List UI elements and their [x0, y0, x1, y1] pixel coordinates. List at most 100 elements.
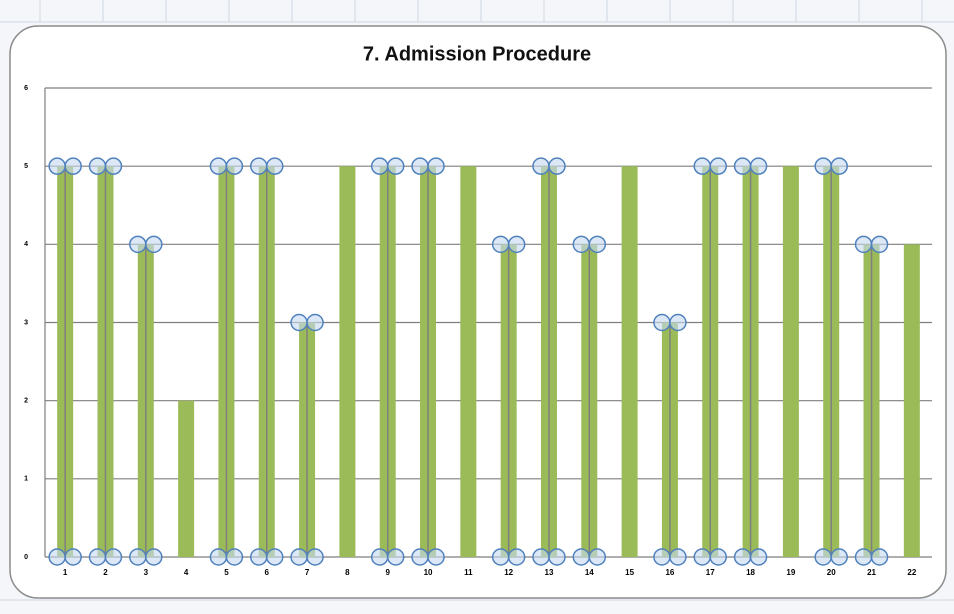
marker	[64, 157, 82, 175]
marker	[306, 313, 324, 332]
marker	[104, 157, 123, 175]
y-tick-label: 5	[24, 163, 28, 170]
marker	[225, 548, 244, 566]
marker	[266, 157, 284, 175]
marker	[88, 548, 107, 566]
x-tick-label: 12	[504, 568, 513, 577]
y-tick-label: 0	[24, 554, 28, 561]
marker	[129, 235, 147, 254]
x-tick-label: 14	[585, 568, 594, 577]
chart-title: 7. Admission Procedure	[363, 43, 591, 65]
x-tick-label: 15	[625, 568, 634, 577]
marker	[427, 548, 445, 566]
x-tick-label: 16	[665, 568, 674, 577]
marker	[290, 313, 308, 332]
marker	[411, 548, 429, 566]
x-tick-label: 22	[907, 568, 916, 577]
y-tick-label: 4	[24, 241, 28, 248]
marker	[548, 548, 566, 566]
bar	[621, 166, 638, 557]
x-tick-label: 8	[345, 568, 350, 577]
marker	[145, 548, 163, 566]
y-tick-label: 2	[24, 398, 28, 405]
x-tick-label: 2	[103, 568, 108, 577]
marker	[104, 548, 123, 566]
x-tick-label: 17	[706, 568, 715, 577]
marker	[507, 235, 526, 254]
marker	[427, 157, 445, 175]
marker	[814, 548, 832, 566]
marker	[854, 235, 873, 254]
y-tick-label: 6	[24, 85, 28, 92]
marker	[548, 157, 566, 175]
bar	[782, 166, 799, 557]
marker	[88, 157, 107, 175]
marker	[749, 157, 768, 175]
y-tick-label: 1	[24, 476, 28, 483]
marker	[370, 548, 389, 566]
x-tick-label: 4	[184, 568, 189, 577]
marker	[733, 548, 752, 566]
marker	[266, 548, 284, 566]
marker	[411, 157, 429, 175]
marker	[733, 157, 752, 175]
marker	[572, 235, 591, 254]
x-tick-label: 18	[746, 568, 755, 577]
x-tick-label: 21	[867, 568, 876, 577]
marker	[386, 548, 405, 566]
marker	[64, 548, 82, 566]
bar	[178, 400, 195, 557]
marker	[814, 157, 832, 175]
x-tick-label: 13	[545, 568, 554, 577]
x-tick-label: 9	[385, 568, 390, 577]
marker	[250, 157, 268, 175]
x-tick-label: 5	[224, 568, 229, 577]
x-tick-label: 10	[424, 568, 433, 577]
marker	[532, 157, 550, 175]
marker	[693, 157, 711, 175]
marker	[250, 548, 268, 566]
x-tick-label: 11	[464, 568, 473, 577]
marker	[386, 157, 405, 175]
marker	[669, 548, 687, 566]
marker	[588, 548, 607, 566]
marker	[588, 235, 607, 254]
marker	[491, 235, 510, 254]
marker	[225, 157, 244, 175]
marker	[145, 235, 163, 254]
marker	[370, 157, 389, 175]
marker	[507, 548, 526, 566]
marker	[854, 548, 873, 566]
x-tick-label: 1	[63, 568, 68, 577]
marker	[129, 548, 147, 566]
x-tick-label: 6	[265, 568, 270, 577]
sheet-grid	[0, 0, 954, 601]
bar	[903, 244, 920, 558]
marker	[572, 548, 591, 566]
marker	[306, 548, 324, 566]
x-tick-label: 7	[305, 568, 310, 577]
x-tick-label: 3	[144, 568, 149, 577]
marker	[653, 313, 671, 332]
marker	[709, 157, 727, 175]
marker	[290, 548, 308, 566]
x-tick-label: 19	[786, 568, 795, 577]
marker	[830, 157, 848, 175]
marker	[209, 157, 228, 175]
marker	[749, 548, 768, 566]
marker	[870, 235, 889, 254]
bar	[339, 166, 356, 557]
marker	[693, 548, 711, 566]
marker	[532, 548, 550, 566]
x-tick-label: 20	[827, 568, 836, 577]
marker	[48, 157, 66, 175]
marker	[209, 548, 228, 566]
y-tick-label: 3	[24, 319, 28, 326]
marker	[48, 548, 66, 566]
marker	[870, 548, 889, 566]
marker	[709, 548, 727, 566]
bar	[460, 166, 477, 557]
marker	[491, 548, 510, 566]
marker	[669, 313, 687, 332]
